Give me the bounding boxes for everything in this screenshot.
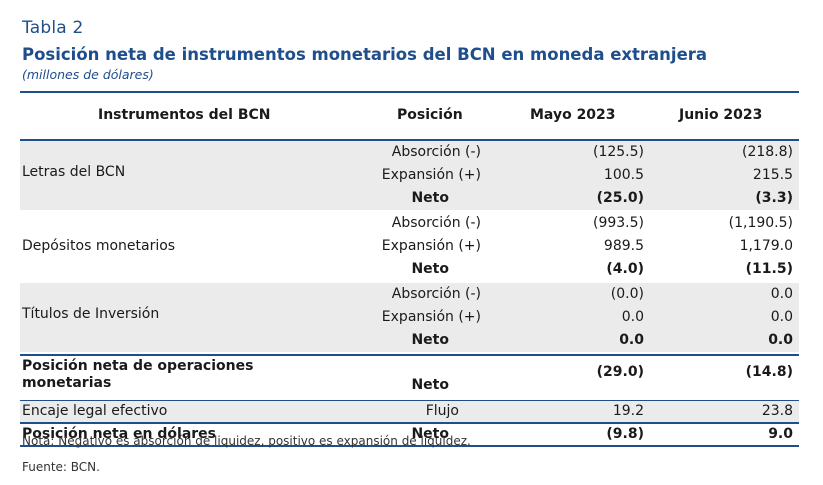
jun-cell: 0.0 — [770, 309, 793, 325]
table-row: Expansión (+) 0.0 0.0 — [20, 306, 799, 329]
table-note: Nota: Negativo es absorción de liquidez,… — [22, 434, 471, 448]
may-cell: 989.5 — [603, 238, 644, 254]
may-cell: (125.5) — [592, 144, 644, 160]
operations-label: Posición neta de operaciones monetarias — [22, 358, 253, 392]
group-letras: Letras del BCN Absorción (-) (125.5) (218.… — [20, 141, 799, 212]
table-title: Posición neta de instrumentos monetarios… — [22, 45, 708, 64]
position-cell: Neto — [411, 332, 449, 348]
may-cell: (4.0) — [606, 261, 644, 277]
header-jun: Junio 2023 — [679, 107, 763, 123]
data-table: Instrumentos del BCN Posición Mayo 2023 … — [20, 91, 799, 447]
may-cell: 19.2 — [612, 403, 644, 419]
may-cell: (29.0) — [596, 364, 644, 380]
position-cell: Absorción (-) — [391, 144, 481, 160]
table-row: Absorción (-) (0.0) 0.0 — [20, 283, 799, 306]
net-dollars-row: Posición neta en dólares Neto (9.8) 9.0 — [20, 424, 799, 447]
jun-cell: (11.5) — [745, 261, 793, 277]
table-source: Fuente: BCN. — [22, 460, 100, 474]
position-cell: Flujo — [425, 403, 459, 419]
group-label: Títulos de Inversión — [22, 306, 160, 322]
table-row: Neto (4.0) (11.5) — [20, 258, 799, 281]
encaje-row: Encaje legal efectivo Flujo 19.2 23.8 — [20, 401, 799, 424]
jun-cell: 0.0 — [768, 332, 793, 348]
table-number: Tabla 2 — [22, 18, 84, 38]
group-depositos: Depósitos monetarios Absorción (-) (993.5… — [20, 212, 799, 283]
jun-cell: 215.5 — [752, 167, 793, 183]
jun-cell: 1,179.0 — [739, 238, 793, 254]
position-cell: Neto — [411, 190, 449, 206]
table-row: Expansión (+) 989.5 1,179.0 — [20, 235, 799, 258]
encaje-label: Encaje legal efectivo — [22, 403, 168, 419]
position-cell: Absorción (-) — [391, 286, 481, 302]
net-dollars-label: Posición neta en dólares — [22, 426, 216, 442]
jun-cell: 0.0 — [770, 286, 793, 302]
operations-label-line1: Posición neta de operaciones — [22, 358, 254, 374]
header-instrument: Instrumentos del BCN — [98, 107, 271, 123]
table-row: Absorción (-) (125.5) (218.8) — [20, 141, 799, 164]
table-header: Instrumentos del BCN Posición Mayo 2023 … — [20, 91, 799, 141]
table-row: Absorción (-) (993.5) (1,190.5) — [20, 212, 799, 235]
table-subtitle: (millones de dólares) — [22, 67, 154, 82]
table-row: Neto 0.0 0.0 — [20, 329, 799, 352]
jun-cell: 9.0 — [768, 426, 793, 442]
may-cell: 0.0 — [619, 332, 644, 348]
may-cell: (9.8) — [606, 426, 644, 442]
group-titulos: Títulos de Inversión Absorción (-) (0.0) 0… — [20, 283, 799, 354]
may-cell: (0.0) — [610, 286, 644, 302]
header-may: Mayo 2023 — [530, 107, 616, 123]
position-cell: Neto — [411, 426, 449, 442]
header-position: Posición — [397, 107, 463, 123]
position-cell: Expansión (+) — [381, 309, 481, 325]
position-cell: Neto — [411, 377, 449, 393]
jun-cell: (218.8) — [741, 144, 793, 160]
position-cell: Expansión (+) — [381, 238, 481, 254]
operations-label-line2: monetarias — [22, 375, 112, 391]
may-cell: (25.0) — [596, 190, 644, 206]
may-cell: 100.5 — [603, 167, 644, 183]
operations-total-row: Posición neta de operaciones monetarias … — [20, 354, 799, 401]
group-label: Letras del BCN — [22, 164, 126, 180]
jun-cell: 23.8 — [761, 403, 793, 419]
jun-cell: (3.3) — [755, 190, 793, 206]
may-cell: 0.0 — [621, 309, 644, 325]
group-label: Depósitos monetarios — [22, 238, 176, 254]
position-cell: Neto — [411, 261, 449, 277]
may-cell: (993.5) — [592, 215, 644, 231]
jun-cell: (14.8) — [745, 364, 793, 380]
position-cell: Absorción (-) — [391, 215, 481, 231]
position-cell: Expansión (+) — [381, 167, 481, 183]
table-row: Expansión (+) 100.5 215.5 — [20, 164, 799, 187]
jun-cell: (1,190.5) — [728, 215, 793, 231]
table-row: Neto (25.0) (3.3) — [20, 187, 799, 210]
